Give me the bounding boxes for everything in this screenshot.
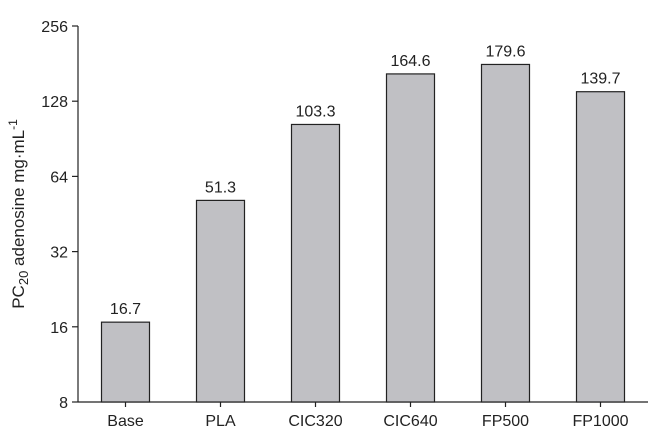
- y-axis-title-rest: adenosine mg·mL: [9, 130, 28, 271]
- y-axis-title: PC20 adenosine mg·mL-1: [6, 119, 31, 309]
- y-axis-title-sub: 20: [16, 271, 31, 285]
- bars: [100, 63, 626, 403]
- bar: [100, 321, 151, 403]
- y-tick-label: 128: [41, 94, 68, 111]
- data-label: 51.3: [205, 179, 236, 196]
- x-tick-label: FP1000: [572, 413, 628, 430]
- bar: [385, 73, 436, 403]
- axes: [77, 26, 648, 403]
- data-label: 179.6: [485, 43, 525, 60]
- y-tick-label: 8: [59, 395, 68, 412]
- x-tick-label: CIC640: [383, 413, 437, 430]
- bar: [290, 123, 341, 403]
- data-labels: 16.7 51.3 103.3 164.6 179.6 139.7: [110, 43, 621, 318]
- data-label: 103.3: [295, 103, 335, 120]
- x-tick-label: PLA: [205, 413, 236, 430]
- y-axis-title-sup: -1: [6, 119, 20, 130]
- data-label: 16.7: [110, 301, 141, 318]
- y-axis-title-main: PC: [9, 285, 28, 309]
- bar: [195, 199, 246, 403]
- bar: [480, 63, 531, 403]
- y-tick-label: 64: [50, 169, 68, 186]
- y-tick-label: 16: [50, 320, 68, 337]
- y-tick-label: 256: [41, 19, 68, 36]
- y-tick-label: 32: [50, 245, 68, 262]
- x-tick-label: Base: [107, 413, 144, 430]
- x-tick-label: CIC320: [288, 413, 342, 430]
- data-label: 139.7: [580, 71, 620, 88]
- x-tick-label: FP500: [482, 413, 529, 430]
- y-ticks: 8 16 32 64 128 256: [41, 19, 78, 412]
- category-labels: Base PLA CIC320 CIC640 FP500 FP1000: [107, 402, 629, 430]
- data-label: 164.6: [390, 53, 430, 70]
- bar: [575, 91, 626, 403]
